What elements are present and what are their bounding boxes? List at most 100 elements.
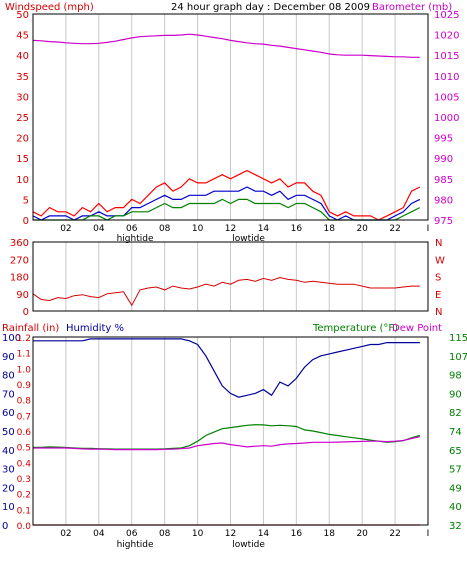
compass-tick-label: N <box>435 238 442 249</box>
humidity-tick-label: 50 <box>2 427 15 438</box>
humidity-tick-label: 90 <box>2 352 15 363</box>
humidity-y-ticks: 0 10 20 30 40 50 60 70 80 90 100 <box>2 333 21 532</box>
rain-grid <box>65 337 396 525</box>
rain-tick-label: 0.0 <box>17 522 32 532</box>
hour-tick-label: 06 <box>126 224 138 234</box>
hour-tick-label: 02 <box>60 529 71 539</box>
rain-tick-label: 0.3 <box>17 475 31 485</box>
humidity-tick-label: 0 <box>2 521 8 532</box>
humidity-axis-title: Humidity % <box>66 323 124 334</box>
wind-y-ticks: 0 5 10 15 20 25 30 35 40 45 50 <box>16 10 29 227</box>
barometer-tick-label: 985 <box>434 175 453 186</box>
rain-tick-label: 1.1 <box>17 350 31 360</box>
windspeed-tick-label: 30 <box>16 92 29 103</box>
hour-tick-label: 12 <box>225 224 236 234</box>
direction-tick-label: 180 <box>10 273 29 284</box>
hour-tick-label: 08 <box>159 224 171 234</box>
humidity-tick-label: 70 <box>2 389 15 400</box>
barometer-tick-label: 995 <box>434 134 453 145</box>
hour-tick-label: 04 <box>93 224 105 234</box>
windspeed-axis-title: Windspeed (mph) <box>5 2 94 13</box>
humidity-tick-label: 10 <box>2 502 15 513</box>
direction-series <box>32 276 420 307</box>
barometer-tick-label: 1025 <box>434 10 459 21</box>
rain-tick-label: 0.1 <box>17 506 31 516</box>
rain-tick-label: 0.7 <box>17 412 31 422</box>
hour-tick-label: I <box>427 224 430 234</box>
rain-tick-label: 0.2 <box>17 491 31 501</box>
hour-tick-label: 10 <box>192 529 204 539</box>
hour-tick-label: 14 <box>258 529 270 539</box>
chart-title: 24 hour graph day : December 08 2009 <box>171 2 370 13</box>
hour-tick-label: 10 <box>192 224 204 234</box>
compass-tick-label: S <box>435 273 441 284</box>
direction-plot-frame <box>32 241 429 312</box>
rain-tick-label: 0.5 <box>17 444 31 454</box>
barometer-tick-label: 1000 <box>434 113 459 124</box>
rainfall-axis-title: Rainfall (in) <box>2 323 59 334</box>
direction-tick-label: 90 <box>16 290 29 301</box>
windspeed-tick-label: 40 <box>16 51 29 62</box>
hour-tick-label: 22 <box>389 224 400 234</box>
temperature-tick-label: 90 <box>449 389 462 400</box>
hour-tick-label: 22 <box>389 529 400 539</box>
tide-annotation: hightide <box>117 540 154 550</box>
compass-tick-label: W <box>435 255 445 266</box>
barometer-tick-label: 975 <box>434 216 453 227</box>
wind-series-line-3 <box>32 33 420 58</box>
hour-tick-label: 18 <box>324 529 336 539</box>
rain-tick-label: 0.8 <box>17 397 32 407</box>
hour-tick-label: 14 <box>258 224 270 234</box>
barometer-tick-label: 1015 <box>434 51 459 62</box>
rain-tick-label: 1.0 <box>17 365 32 375</box>
barometer-tick-label: 990 <box>434 154 453 165</box>
direction-tick-label: 270 <box>10 255 29 266</box>
rain-tick-label: 0.4 <box>17 459 32 469</box>
tide-annotation: lowtide <box>232 540 265 550</box>
windspeed-tick-label: 20 <box>16 134 29 145</box>
windspeed-tick-label: 25 <box>16 113 29 124</box>
rain-y-ticks: 0.0 0.1 0.2 0.3 0.4 0.5 0.6 0.7 0.8 0.9 1.0 1.1 1.2 <box>17 334 32 532</box>
hour-tick-label: 16 <box>291 224 303 234</box>
windspeed-tick-label: 5 <box>23 195 29 206</box>
hour-tick-label: 12 <box>225 529 236 539</box>
windspeed-tick-label: 45 <box>16 31 29 42</box>
direction-grid <box>65 242 396 311</box>
rain-tick-label: 0.6 <box>17 428 32 438</box>
humidity-tick-label: 60 <box>2 408 15 419</box>
temperature-tick-label: 40 <box>449 502 462 513</box>
direction-tick-label: 360 <box>10 238 29 249</box>
hour-tick-label: 18 <box>324 224 336 234</box>
wind-x-annotations: hightide lowtide <box>117 234 266 244</box>
hour-tick-label: 06 <box>126 529 138 539</box>
rain-series-line-0 <box>33 338 420 398</box>
barometer-axis-title: Barometer (mb) <box>372 2 452 13</box>
wind-barometer-panel: Windspeed (mph) 24 hour graph day : Dece… <box>5 2 459 244</box>
rain-x-annotations: hightide lowtide <box>117 540 266 550</box>
rain-x-ticks: 02 04 06 08 10 12 14 16 18 20 22 I <box>60 529 429 539</box>
temperature-y-ticks: 32 40 49 57 65 74 82 90 98 107 115 <box>449 333 467 532</box>
rain-tick-label: 0.9 <box>17 381 32 391</box>
direction-series-line-0 <box>32 276 420 307</box>
temperature-tick-label: 98 <box>449 371 462 382</box>
temperature-tick-label: 107 <box>449 352 467 363</box>
temperature-tick-label: 74 <box>449 427 462 438</box>
temperature-tick-label: 115 <box>449 333 467 344</box>
wind-grid <box>65 14 396 220</box>
hour-tick-label: 16 <box>291 529 303 539</box>
dewpoint-axis-title: Dew Point <box>392 323 442 334</box>
hour-tick-label: 02 <box>60 224 71 234</box>
hour-tick-label: 08 <box>159 529 171 539</box>
temperature-tick-label: 82 <box>449 408 462 419</box>
compass-tick-label: E <box>435 290 441 301</box>
wind-series-line-0 <box>32 169 421 221</box>
barometer-tick-label: 1010 <box>434 72 459 83</box>
hour-tick-label: 04 <box>93 529 105 539</box>
wind-plot-frame <box>32 13 429 221</box>
barometer-tick-label: 980 <box>434 195 453 206</box>
humidity-tick-label: 40 <box>2 446 15 457</box>
windspeed-tick-label: 35 <box>16 72 29 83</box>
